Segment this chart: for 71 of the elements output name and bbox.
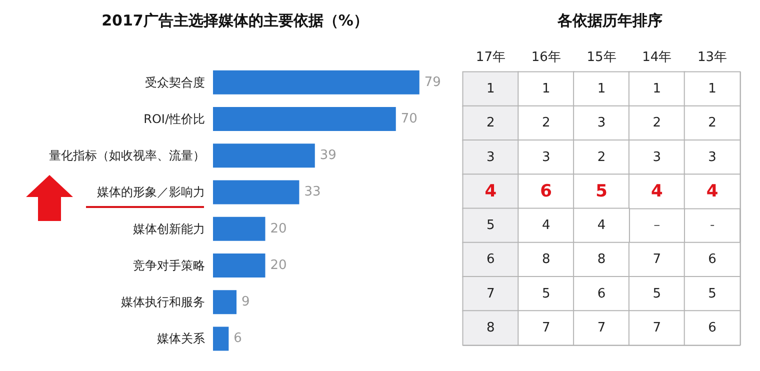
data-label: 5	[542, 286, 550, 302]
chart-title: 各依据历年排序	[556, 12, 662, 30]
bar	[213, 144, 315, 168]
chart-title: 2017广告主选择媒体的主要依据（%）	[102, 12, 368, 30]
x-tick-label: 15年	[586, 50, 616, 65]
data-label: 3	[652, 150, 662, 165]
data-label: 3	[486, 150, 495, 165]
bar	[213, 326, 229, 351]
y-tick-label: 量化指标（如收视率、流量）	[49, 148, 205, 163]
annotation: –	[654, 218, 660, 234]
bar	[213, 180, 300, 204]
data-label: 2	[652, 116, 662, 131]
x-tick-label: 14年	[642, 50, 672, 65]
bar	[213, 216, 266, 241]
data-label: 8	[486, 320, 495, 336]
data-label: 7	[652, 320, 662, 336]
data-label: 33	[304, 184, 321, 200]
data-label: 70	[400, 111, 418, 126]
data-label: 4	[484, 181, 497, 202]
data-label: 6	[708, 320, 716, 336]
y-tick-label: ROI/性价比	[144, 112, 205, 126]
data-label: 20	[270, 258, 287, 273]
data-label: 3	[708, 150, 716, 165]
data-label: 1	[652, 82, 662, 97]
data-label: 2	[708, 116, 716, 131]
x-tick-label: 13年	[698, 50, 728, 65]
data-label: 6	[486, 252, 495, 268]
data-label: 1	[486, 82, 495, 97]
data-label: 7	[597, 320, 606, 336]
y-tick-label: 受众契合度	[145, 75, 205, 90]
data-label: 8	[597, 252, 606, 268]
y-tick-label: 媒体关系	[157, 332, 205, 346]
x-tick-label: 17年	[476, 50, 506, 65]
data-label: 4	[597, 218, 606, 234]
data-label: 5	[708, 286, 716, 302]
data-label: 20	[270, 221, 287, 236]
data-label: 3	[542, 150, 550, 165]
data-label: 4	[650, 181, 663, 202]
data-label: 2	[597, 150, 606, 165]
data-label: 6	[597, 286, 606, 302]
data-label: 7	[542, 320, 550, 336]
data-label: 1	[542, 82, 550, 97]
data-label: 9	[242, 294, 250, 310]
data-label: 4	[542, 218, 550, 234]
y-tick-label: 媒体执行和服务	[121, 295, 205, 310]
data-label: 7	[486, 286, 495, 302]
data-label: 5	[486, 218, 495, 234]
data-label: 39	[320, 148, 336, 164]
data-label: 3	[597, 116, 606, 131]
data-label: 5	[596, 181, 608, 202]
annotation: -	[710, 218, 715, 234]
data-label: 79	[424, 74, 441, 90]
data-label: 2	[542, 116, 550, 131]
data-label: 4	[706, 181, 718, 202]
y-tick-label: 竞争对手策略	[133, 258, 205, 272]
data-label: 1	[597, 82, 606, 97]
bar	[213, 290, 237, 314]
bar	[213, 106, 396, 131]
bar	[213, 70, 420, 94]
data-label: 5	[652, 286, 662, 302]
y-tick-label: 媒体创新能力	[133, 222, 205, 236]
bar	[213, 253, 266, 278]
x-tick-label: 16年	[531, 50, 561, 65]
data-label: 2	[486, 116, 495, 131]
data-label: 1	[708, 82, 716, 97]
data-label: 8	[542, 252, 550, 268]
y-tick-label: 媒体的形象／影响力	[97, 185, 205, 200]
data-label: 6	[540, 181, 552, 202]
data-label: 7	[652, 252, 662, 268]
data-label: 6	[234, 331, 242, 346]
data-label: 6	[708, 252, 716, 268]
